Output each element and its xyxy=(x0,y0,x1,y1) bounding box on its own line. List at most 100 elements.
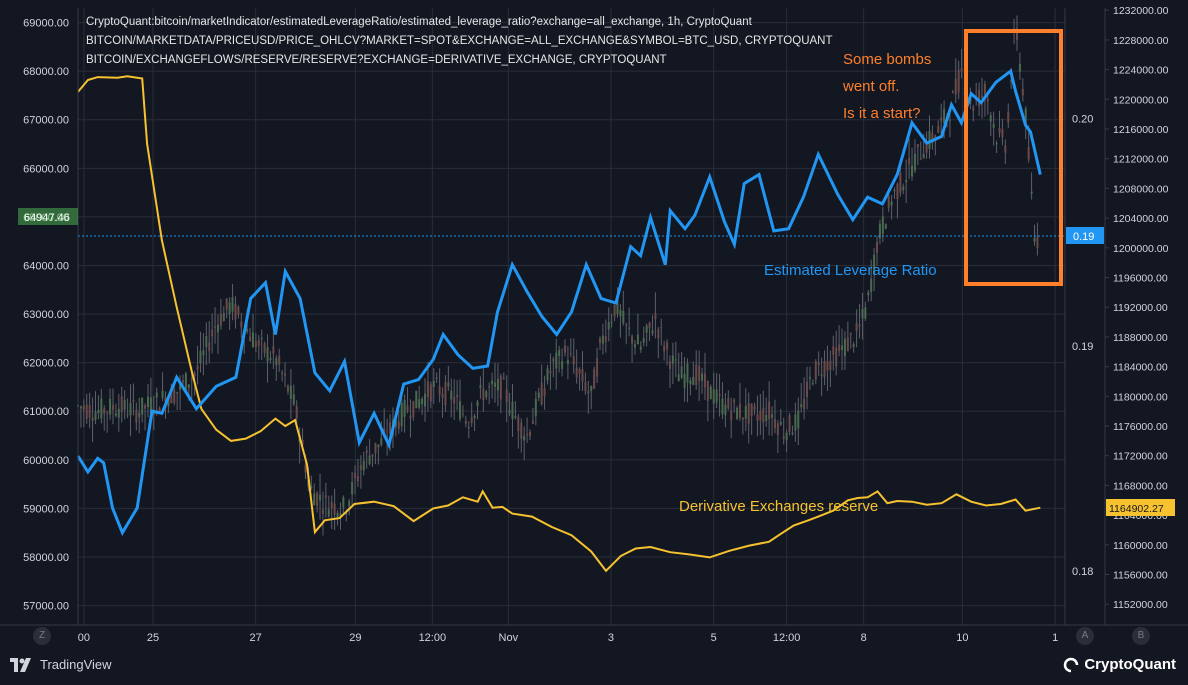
candle-body xyxy=(639,346,642,350)
candle-body xyxy=(313,493,316,506)
candle-body xyxy=(444,381,447,406)
candle-body xyxy=(158,408,161,412)
candle-body xyxy=(278,355,281,365)
candle-body xyxy=(1015,28,1018,40)
left-tick-label: 62000.00 xyxy=(23,358,69,370)
candle-body xyxy=(986,98,989,102)
cryptoquant-icon xyxy=(1064,657,1080,673)
candle-body xyxy=(310,486,313,489)
candle-body xyxy=(1024,108,1027,127)
candle-body xyxy=(1036,236,1039,249)
candle-body xyxy=(356,476,359,482)
candle-body xyxy=(788,415,791,433)
candle-body xyxy=(841,345,844,351)
candle-body xyxy=(581,369,584,382)
candle-body xyxy=(896,183,899,200)
candle-body xyxy=(791,432,794,435)
right-tick-label: 1216000.00 xyxy=(1113,124,1169,136)
candle-body xyxy=(960,68,963,72)
candle-body xyxy=(575,367,578,378)
candle-body xyxy=(394,419,397,427)
candle-body xyxy=(409,415,412,419)
x-tick-label: 5 xyxy=(711,632,717,644)
candle-body xyxy=(931,132,934,144)
candle-body xyxy=(867,292,870,296)
candle-body xyxy=(680,366,683,378)
left-tick-label: 57000.00 xyxy=(23,601,69,613)
candle-body xyxy=(736,408,739,419)
right-tick-label: 1208000.00 xyxy=(1113,183,1169,195)
candle-body xyxy=(141,397,144,415)
candle-body xyxy=(100,398,103,419)
candle-body xyxy=(537,392,540,398)
candle-body xyxy=(706,380,709,401)
right-axis-ticks: 1232000.00 1228000.00 1224000.00 1220000.00… xyxy=(1105,5,1169,611)
candle-body xyxy=(978,90,981,107)
candle-body xyxy=(794,414,797,431)
candle-body xyxy=(476,401,479,407)
candle-body xyxy=(461,413,464,415)
candle-body xyxy=(520,422,523,439)
candle-body xyxy=(126,414,129,416)
candle-body xyxy=(114,413,117,416)
candle-body xyxy=(246,329,249,332)
left-axis-toggle-button[interactable]: Z xyxy=(33,627,51,645)
candle-body xyxy=(470,417,473,424)
candle-body xyxy=(412,401,415,417)
candle-body xyxy=(631,336,634,344)
candle-body xyxy=(654,313,657,320)
reserve-series-line xyxy=(77,75,1041,573)
candle-body xyxy=(82,405,85,410)
candle-body xyxy=(919,158,922,160)
right-axis-toggle-button[interactable]: B xyxy=(1132,627,1150,645)
candle-body xyxy=(351,481,354,495)
candle-body xyxy=(453,397,456,404)
right-tick-label: 1180000.00 xyxy=(1113,391,1168,403)
candle-body xyxy=(695,364,698,386)
candle-body xyxy=(496,378,499,391)
candle-body xyxy=(257,340,260,346)
reserve-series-label: Derivative Exchanges reserve xyxy=(679,498,878,515)
candle-body xyxy=(222,313,225,322)
left-tick-label: 63000.00 xyxy=(23,309,69,321)
x-axis-ticks: 00 25 27 29 12:00 Nov 3 5 12:00 8 10 1 xyxy=(78,632,1058,644)
candle-body xyxy=(231,297,234,312)
candle-body xyxy=(943,108,946,124)
candle-body xyxy=(773,419,776,429)
candle-body xyxy=(540,382,543,405)
candle-body xyxy=(193,373,196,377)
candle-body xyxy=(161,390,164,398)
candle-body xyxy=(878,223,881,239)
candle-body xyxy=(269,358,272,360)
candle-body xyxy=(995,143,998,145)
candle-body xyxy=(418,399,421,408)
candle-body xyxy=(657,329,660,339)
candle-body xyxy=(289,385,292,399)
right-tick-label: 1200000.00 xyxy=(1113,243,1169,255)
candle-body xyxy=(598,338,601,344)
tradingview-logo[interactable]: TradingView xyxy=(10,657,112,672)
candle-body xyxy=(170,387,173,404)
candle-body xyxy=(502,378,505,380)
right-tick-label: 1188000.00 xyxy=(1113,332,1168,344)
candle-body xyxy=(887,196,890,208)
candle-body xyxy=(698,366,701,382)
candle-body xyxy=(846,337,849,352)
candle-body xyxy=(216,324,219,333)
candle-body xyxy=(843,338,846,357)
candle-body xyxy=(266,347,269,362)
candle-body xyxy=(254,341,257,348)
cryptoquant-logo: CryptoQuant xyxy=(1063,656,1176,673)
candle-body xyxy=(424,393,427,407)
x-tick-label: 29 xyxy=(349,632,361,644)
annotation-line-2: went off. xyxy=(842,78,899,95)
middle-axis-toggle-button[interactable]: A xyxy=(1076,627,1094,645)
candle-body xyxy=(321,509,324,514)
candle-body xyxy=(144,405,147,409)
candle-body xyxy=(724,404,727,416)
middle-tick-label: 0.20 xyxy=(1072,113,1093,125)
candle-body xyxy=(616,297,619,314)
candle-body xyxy=(383,428,386,433)
candle-body xyxy=(905,180,908,183)
candle-body xyxy=(826,361,829,371)
